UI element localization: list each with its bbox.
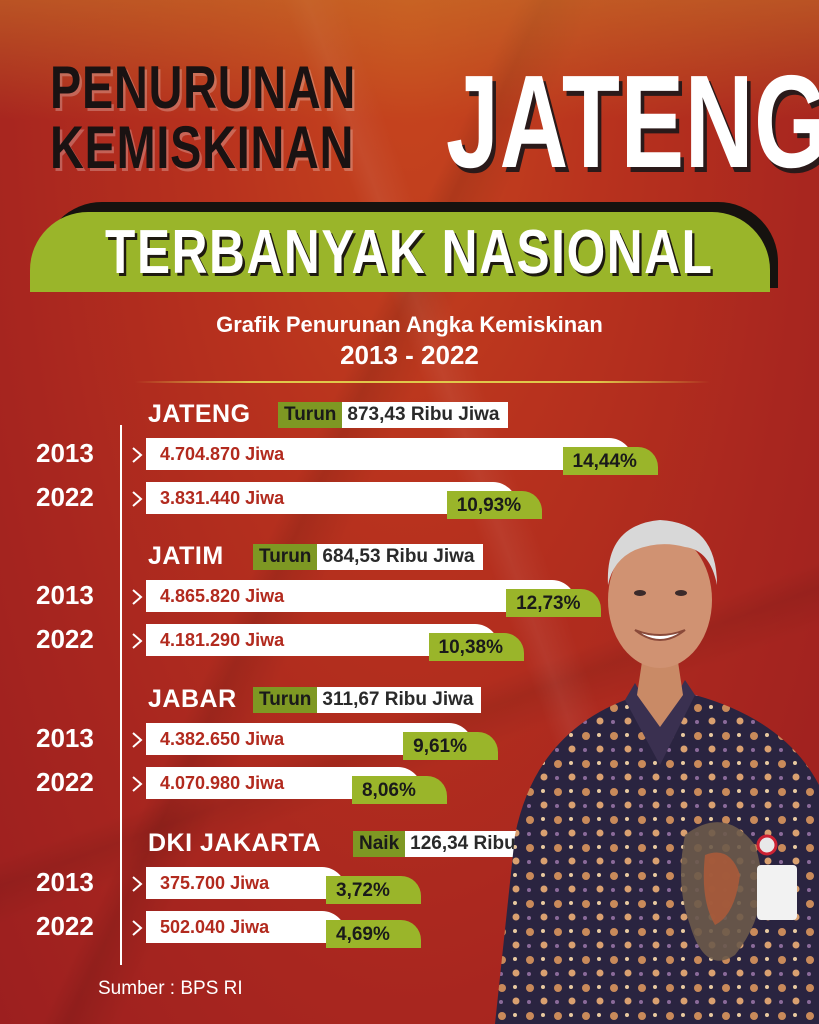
year-label: 2013 [36,723,94,753]
source-note: Sumber : BPS RI [98,978,243,999]
title-line-2: KEMISKINAN [50,114,355,181]
percentage-value: 3,72% [326,876,421,904]
region-label: JABAR [148,685,237,713]
chevron-right-icon [132,589,143,605]
percentage-value: 9,61% [403,732,499,760]
change-direction: Turun [253,687,318,713]
region-change: Turun 873,43 Ribu Jiwa [278,402,508,428]
banner-background [30,212,770,292]
change-amount: 684,53 Ribu Jiwa [322,546,475,567]
region-label: JATENG [148,400,251,428]
percentage-value: 10,93% [446,491,542,519]
timeline-axis [120,425,122,965]
change-amount: 311,67 Ribu Jiwa [322,689,474,710]
chart-title: Grafik Penurunan Angka Kemiskinan [216,312,603,337]
chevron-right-icon [132,876,143,892]
percentage-value: 12,73% [506,589,602,617]
population-bar [146,911,346,943]
percentage-value: 10,38% [428,633,524,661]
year-label: 2022 [36,482,94,512]
region-change: Turun 684,53 Ribu Jiwa [253,544,483,570]
year-label: 2022 [36,624,94,654]
chevron-right-icon [132,776,143,792]
chevron-right-icon [132,920,143,936]
population-bar [146,438,633,470]
region-label: DKI JAKARTA [148,829,322,857]
title-block: PENURUNAN KEMISKINAN [50,58,450,178]
chart-subtitle: 2013 - 2022 [340,340,479,370]
year-label: 2013 [36,438,94,468]
change-direction: Naik [353,831,406,857]
percentage-value: 14,44% [562,447,658,475]
divider [135,381,710,383]
population-value: 4.382.650 Jiwa [160,729,285,749]
person-photo [495,520,819,1024]
population-value: 4.865.820 Jiwa [160,586,285,606]
percentage-value: 8,06% [351,776,447,804]
change-amount: 873,43 Ribu Jiwa [347,404,500,425]
change-direction: Turun [278,402,343,428]
population-bar [146,580,577,612]
banner-label: TERBANYAK NASIONAL [105,218,714,287]
chevron-right-icon [132,491,143,507]
title-highlight: JATENG [446,48,819,195]
year-label: 2013 [36,580,94,610]
year-label: 2022 [36,767,94,797]
chevron-right-icon [132,732,143,748]
population-value: 3.831.440 Jiwa [160,488,285,508]
region-label: JATIM [148,542,224,570]
chevron-right-icon [132,447,143,463]
year-label: 2013 [36,867,94,897]
population-value: 502.040 Jiwa [160,917,270,937]
region-change: Turun 311,67 Ribu Jiwa [253,687,482,713]
population-value: 375.700 Jiwa [160,873,270,893]
chevron-right-icon [132,633,143,649]
population-value: 4.181.290 Jiwa [160,630,285,650]
banner-text: TERBANYAK NASIONAL [0,212,819,294]
population-value: 4.704.870 Jiwa [160,444,285,464]
year-label: 2022 [36,911,94,941]
population-value: 4.070.980 Jiwa [160,773,285,793]
title-line-1: PENURUNAN [50,54,357,121]
change-direction: Turun [253,544,318,570]
percentage-value: 4,69% [326,920,421,948]
population-bar [146,867,346,899]
